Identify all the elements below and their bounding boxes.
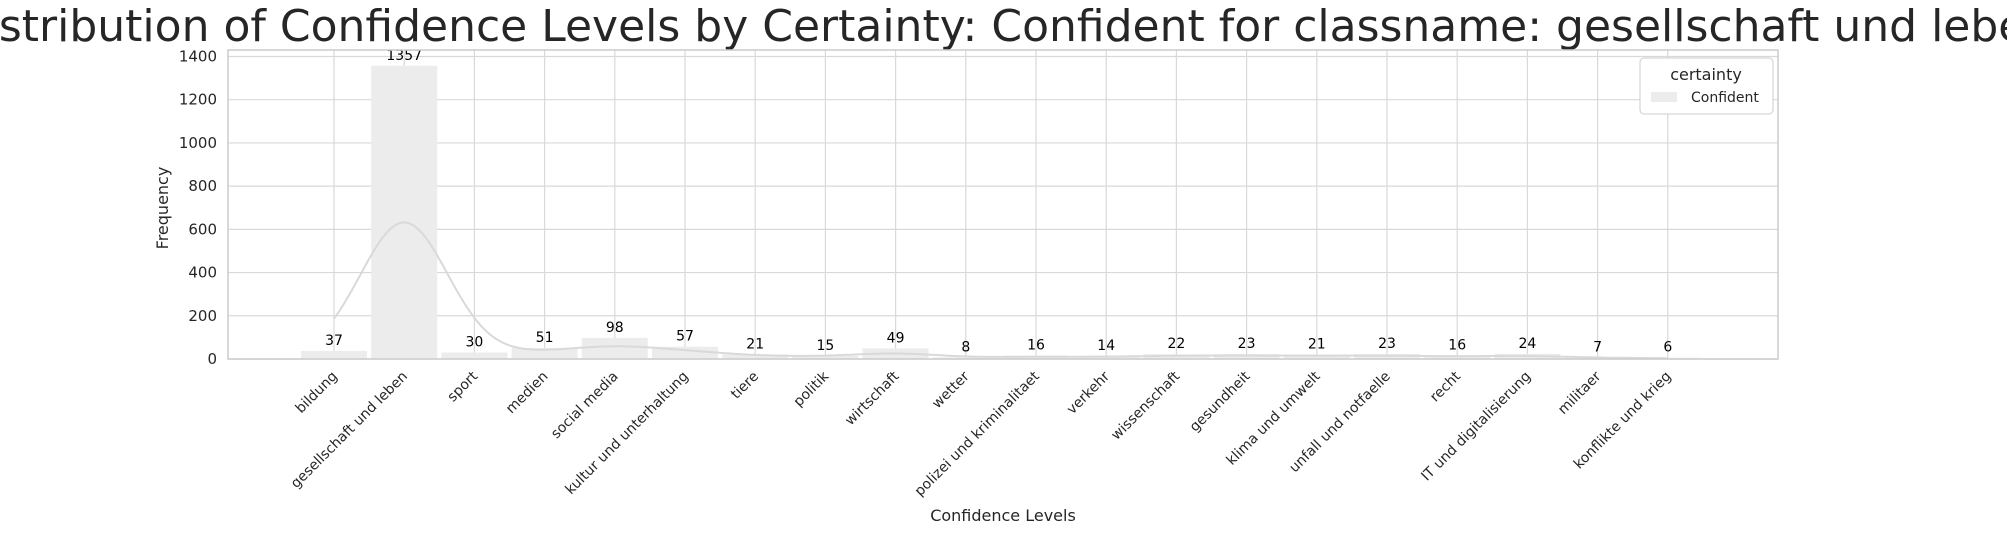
x-tick-label: polizei und kriminalitaet [912,368,1043,499]
x-tick-label: wetter [929,368,973,412]
bar [511,347,578,359]
data-label: 21 [746,336,764,352]
x-tick-label: gesellschaft und leben [288,369,411,492]
grid-layer [228,50,1778,360]
y-tick-label: 400 [188,264,217,282]
kde-curve [333,221,1668,360]
labels-layer: 37 1357 30 51 98 57 21 15 49 8 16 14 22 23 21 23 16 24 7 6 [325,48,1672,356]
data-label: 1357 [386,48,422,64]
bars-layer [301,65,1701,360]
y-tick-label: 800 [188,177,217,195]
x-tick-label: wissenschaft [1108,368,1183,443]
data-label: 21 [1308,336,1326,352]
data-label: 30 [465,335,483,351]
bar [1213,354,1280,359]
data-label: 15 [816,338,834,354]
data-label: 51 [536,330,554,346]
data-label: 16 [1448,338,1466,354]
legend: certainty Confident [1639,57,1774,115]
x-tick-label: medien [503,369,551,417]
x-axis-label: Confidence Levels [930,506,1076,525]
x-tick-label: wirtschaft [842,368,903,429]
x-tick-label: militaer [1555,368,1604,417]
data-label: 23 [1378,336,1396,352]
data-label: 49 [887,330,905,346]
x-tick-label: verkehr [1064,368,1113,417]
data-label: 8 [961,339,970,355]
y-tick-label: 200 [188,307,217,325]
legend-entry-confident: Confident [1691,90,1759,106]
y-ticks: 0 200 400 600 800 1000 1200 1400 [179,47,217,368]
data-label: 23 [1238,336,1256,352]
x-tick-label: sport [444,368,481,405]
y-tick-label: 600 [188,220,217,238]
legend-title: certainty [1670,65,1742,84]
x-tick-label: gesundheit [1187,368,1254,435]
plot-frame [227,49,1779,360]
x-tick-label: bildung [293,369,341,417]
bar [792,355,859,359]
bar [932,357,999,359]
y-tick-label: 1000 [179,134,217,152]
bar [1424,355,1491,359]
data-label: 22 [1167,336,1185,352]
bar [581,337,648,359]
bar [371,65,438,360]
x-tick-label: tiere [728,369,762,403]
bar [441,352,508,359]
data-label: 7 [1593,339,1602,355]
bar [722,354,789,359]
legend-swatch [1651,92,1677,102]
data-label: 98 [606,320,624,336]
data-label: 57 [676,329,694,345]
x-tick-label: politik [791,368,833,410]
x-tick-label: kultur und unterhaltung [562,369,691,498]
y-tick-label: 0 [207,350,217,368]
bar [301,351,367,359]
data-label: 37 [325,333,343,349]
x-tick-label: social media [548,369,622,443]
kde-layer [333,221,1668,360]
y-tick-label: 1200 [179,91,217,109]
bar [1283,354,1350,359]
y-axis-label: Frequency [153,167,172,250]
data-label: 6 [1663,340,1672,356]
data-label: 24 [1518,336,1536,352]
y-tick-label: 1400 [179,47,217,65]
data-label: 16 [1027,338,1045,354]
chart-title: Distribution of Confidence Levels by Cer… [0,1,2007,52]
data-label: 14 [1097,338,1115,354]
x-tick-label: recht [1427,368,1464,405]
